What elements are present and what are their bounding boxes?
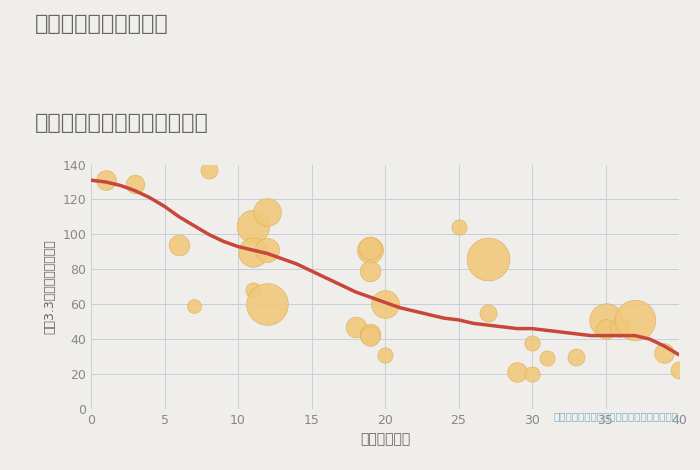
Text: 円の大きさは、取引のあった物件面積を示す: 円の大きさは、取引のあった物件面積を示す <box>554 411 679 421</box>
Point <box>247 286 258 294</box>
Point <box>482 255 493 263</box>
Point <box>247 222 258 229</box>
Point <box>350 323 361 330</box>
Point <box>526 339 538 346</box>
Point <box>100 176 111 184</box>
Point <box>570 353 582 360</box>
Point <box>247 248 258 256</box>
Point <box>659 349 670 357</box>
Point <box>379 351 391 359</box>
Point <box>600 325 611 332</box>
Point <box>541 354 552 362</box>
Point <box>453 224 464 231</box>
Point <box>365 246 376 254</box>
Point <box>365 330 376 337</box>
Point <box>629 316 641 324</box>
Point <box>262 300 273 308</box>
Text: 築年数別中古マンション価格: 築年数別中古マンション価格 <box>35 113 209 133</box>
X-axis label: 築年数（年）: 築年数（年） <box>360 432 410 446</box>
Point <box>526 370 538 378</box>
Point <box>365 332 376 339</box>
Point <box>379 300 391 308</box>
Point <box>262 208 273 215</box>
Point <box>130 180 141 188</box>
Point <box>365 267 376 275</box>
Point <box>600 316 611 324</box>
Point <box>512 368 523 376</box>
Y-axis label: 坪（3.3㎡）単価（万円）: 坪（3.3㎡）単価（万円） <box>43 239 57 334</box>
Point <box>482 309 493 317</box>
Point <box>174 241 185 249</box>
Point <box>615 323 626 330</box>
Point <box>673 367 685 374</box>
Text: 奈良県奈良市高天町の: 奈良県奈良市高天町の <box>35 14 169 34</box>
Point <box>262 246 273 254</box>
Point <box>365 244 376 252</box>
Point <box>188 302 199 310</box>
Point <box>203 166 214 173</box>
